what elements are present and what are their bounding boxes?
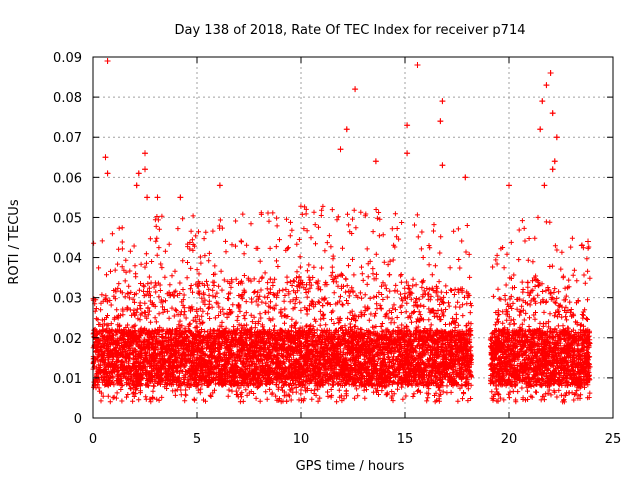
x-tick-label: 25 — [605, 432, 622, 447]
scatter-point-outlier — [578, 242, 585, 249]
scatter-point-outlier — [404, 122, 411, 129]
scatter-point-outlier — [414, 62, 421, 69]
y-tick-label: 0.02 — [53, 332, 82, 347]
scatter-point-outlier — [337, 146, 344, 153]
plot-frame — [92, 56, 614, 419]
scatter-point-outlier — [547, 70, 554, 77]
y-axis-label: ROTI / TECUs — [7, 199, 22, 284]
scatter-point-outlier — [177, 194, 184, 201]
y-tick-label: 0.09 — [53, 51, 82, 66]
scatter-point-outlier — [102, 154, 109, 161]
scatter-point-outlier — [154, 194, 161, 201]
scatter-point-outlier — [537, 126, 544, 133]
scatter-point-outlier — [549, 166, 556, 173]
scatter-point-outlier — [506, 182, 512, 189]
scatter-point-outlier — [551, 158, 558, 165]
y-tick-label: 0.08 — [53, 91, 82, 106]
y-tick-label: 0.07 — [53, 131, 82, 146]
scatter-point-outlier — [135, 170, 142, 177]
y-tick-label: 0 — [74, 412, 82, 427]
scatter-point-outlier — [539, 98, 546, 105]
scatter-point-outlier — [439, 98, 446, 105]
scatter-marker-cloud — [90, 58, 593, 405]
x-tick-label: 10 — [293, 432, 310, 447]
scatter-point-outlier — [437, 118, 444, 125]
scatter-point-outlier — [216, 182, 223, 189]
scatter-point-outlier — [404, 150, 411, 157]
x-tick-label: 15 — [397, 432, 414, 447]
scatter-point-outlier — [439, 162, 446, 169]
scatter-point-outlier — [343, 126, 350, 133]
y-tick-label: 0.04 — [53, 252, 82, 267]
x-tick-label: 5 — [193, 432, 201, 447]
x-tick-label: 0 — [89, 432, 97, 447]
scatter-point-outlier — [543, 82, 550, 89]
y-tick-label: 0.01 — [53, 372, 82, 387]
y-tick-label: 0.05 — [53, 211, 82, 226]
scatter-point-outlier — [144, 194, 151, 201]
scatter-point-outlier — [462, 174, 469, 181]
scatter-point-outlier — [104, 170, 111, 177]
scatter-point-outlier — [142, 150, 148, 157]
scatter-point-outlier — [541, 182, 548, 189]
scatter-point-outlier — [585, 238, 592, 245]
scatter-point-outlier — [104, 58, 111, 65]
scatter-point-outlier — [549, 110, 556, 117]
axis-ticks: 0 5 10 15 20 25 0 0.01 0.02 0.03 0.04 0.05 0.06 0.07 0… — [53, 51, 621, 447]
scatter-point-outlier — [142, 166, 148, 173]
x-tick-label: 20 — [501, 432, 518, 447]
x-axis-label: GPS time / hours — [296, 459, 405, 474]
scatter-points — [90, 58, 593, 405]
y-tick-label: 0.06 — [53, 171, 82, 186]
y-tick-label: 0.03 — [53, 292, 82, 307]
chart-title: Day 138 of 2018, Rate Of TEC Index for r… — [175, 23, 526, 38]
scatter-point-outlier — [553, 134, 560, 141]
scatter-point-outlier — [352, 86, 359, 93]
scatter-point-outlier — [372, 158, 379, 165]
scatter-point-outlier — [133, 182, 140, 189]
